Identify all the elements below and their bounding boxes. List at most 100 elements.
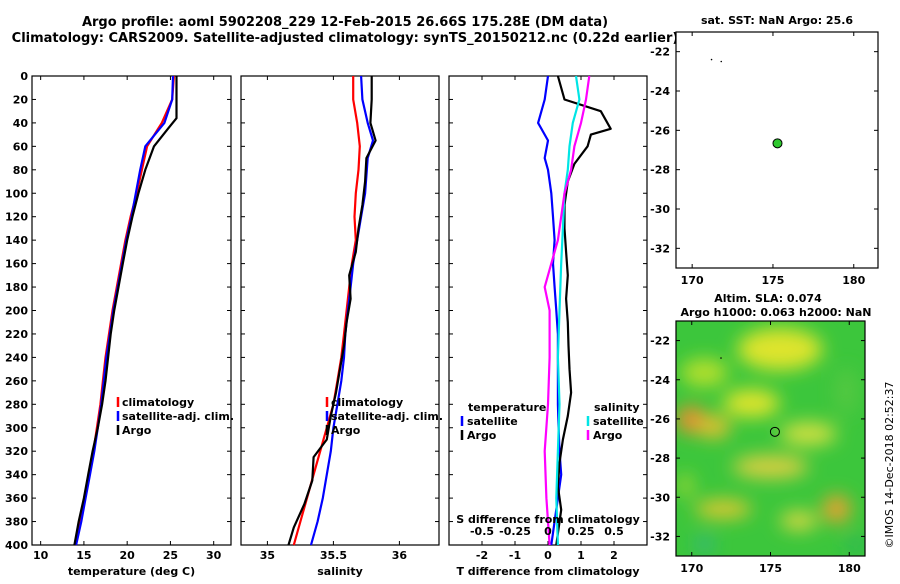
ytick-label: 20	[13, 93, 29, 106]
temperature-series-argo	[73, 76, 178, 546]
legend-temperature-item: satellite	[467, 415, 518, 428]
sla-blob	[846, 537, 865, 552]
legend-temperature-title: temperature	[468, 401, 546, 414]
ytick-label: 300	[5, 422, 28, 435]
sst-dot	[720, 60, 723, 63]
salinity-panel: 35 35.5 36 salinity climatologysatellite-adj…	[240, 75, 443, 578]
sla-field	[676, 321, 865, 556]
ytick-label: 80	[13, 164, 29, 177]
sla-blob	[680, 358, 728, 387]
ytick-label: 380	[5, 516, 28, 529]
temperature-legend-item: satellite-adj. clim.	[122, 410, 234, 423]
ytick-label: 40	[13, 117, 29, 130]
salinity-xtick-label: 36	[392, 549, 408, 562]
sst-map-ytick-label: -32	[650, 242, 670, 255]
sst-map-ytick-label: -30	[650, 203, 670, 216]
sla-blob	[723, 389, 780, 418]
sla-map-ytick-label: -24	[650, 374, 670, 387]
sla-blob	[779, 511, 818, 531]
s-xtick-label: 0	[544, 525, 552, 538]
sla-map-ytick-label: -22	[650, 335, 670, 348]
sla-dot	[720, 357, 722, 359]
differences-series-salinity-satellite	[555, 75, 581, 546]
sla-blob	[779, 422, 837, 446]
sla-map-argo-location	[769, 426, 780, 437]
salinity-legend-item: Argo	[331, 424, 361, 437]
sla-blob	[694, 499, 752, 519]
legend-salinity-title: salinity	[594, 401, 640, 414]
sla-map-ytick-label: -28	[650, 452, 670, 465]
sst-map-xtick-label: 180	[842, 274, 865, 287]
temperature-xtick-label: 15	[76, 549, 91, 562]
difference-panel: -2 -1 0 1 2 T difference from climatology -0.5…	[448, 75, 648, 578]
sst-map-ytick-label: -22	[650, 46, 670, 59]
salinity-series-climatology	[292, 76, 361, 546]
sst-map-argo-location	[772, 138, 783, 149]
ytick-label: 360	[5, 492, 28, 505]
sst-map-xtick-label: 170	[681, 274, 704, 287]
sla-blob	[822, 494, 851, 524]
temperature-legend-item: Argo	[122, 424, 152, 437]
differences-xlabel: T difference from climatology	[456, 565, 639, 578]
sla-map-ytick-label: -26	[650, 413, 670, 426]
title-line-2: Climatology: CARS2009. Satellite-adjuste…	[12, 31, 679, 46]
temperature-xtick-label: 10	[33, 549, 49, 562]
legend-temperature-item: Argo	[467, 429, 497, 442]
title-line-1: Argo profile: aoml 5902208_229 12-Feb-20…	[82, 15, 608, 30]
sla-map-ytick-label: -32	[650, 530, 670, 543]
s-xtick-label: -0.5	[470, 525, 494, 538]
s-xtick-label: 0.5	[604, 525, 624, 538]
ytick-label: 200	[5, 305, 28, 318]
salinity-legend-item: satellite-adj. clim.	[331, 410, 443, 423]
temperature-frame	[31, 75, 232, 546]
temperature-xtick-label: 30	[206, 549, 222, 562]
s-xlabel: S difference from climatology	[456, 513, 640, 526]
ytick-label: 60	[13, 140, 29, 153]
sst-map-title: sat. SST: NaN Argo: 25.6	[701, 14, 853, 27]
differences-xtick-label: -2	[476, 549, 488, 562]
sla-map-title: Altim. SLA: 0.074	[714, 292, 822, 305]
sst-map-panel: -22 -24 -26 -28 -30 -32 170 175 180 sat. SST: NaN…	[650, 14, 879, 287]
salinity-series-argo	[287, 76, 377, 546]
differences-xtick-label: 0	[544, 549, 552, 562]
differences-series-temperature-argo	[555, 75, 612, 546]
sla-map-ytick-label: -30	[650, 491, 670, 504]
differences-frame	[448, 75, 648, 546]
legend-salinity-item: Argo	[593, 429, 623, 442]
sst-map-frame	[675, 31, 879, 269]
salinity-xtick-label: 35	[260, 549, 275, 562]
salinity-xtick-label: 35.5	[320, 549, 347, 562]
salinity-legend-item: climatology	[331, 396, 403, 409]
ytick-label: 400	[5, 539, 28, 552]
sla-blob	[732, 454, 809, 479]
watermark: ©IMOS 14-Dec-2018 02:52:37	[883, 382, 896, 549]
sla-blob	[677, 473, 694, 498]
sst-map-ytick-label: -28	[650, 164, 670, 177]
legend-salinity-item: satellite	[593, 415, 644, 428]
sla-blob	[696, 415, 731, 439]
ytick-label: 340	[5, 469, 28, 482]
temperature-xtick-label: 25	[163, 549, 178, 562]
salinity-frame	[240, 75, 440, 546]
ytick-label: 0	[20, 70, 28, 83]
sla-map-xtick-label: 175	[759, 562, 782, 575]
sst-map-xtick-label: 175	[761, 274, 784, 287]
temperature-xlabel: temperature (deg C)	[68, 565, 195, 578]
ytick-label: 160	[5, 258, 28, 271]
temperature-panel: 0 20 40 60 80 100 120 140 160 180 200 220 240 260 280 3…	[5, 70, 234, 578]
differences-xtick-label: -1	[509, 549, 521, 562]
sla-map-title-2: Argo h1000: 0.063 h2000: NaN	[680, 306, 871, 319]
ytick-label: 220	[5, 328, 28, 341]
ytick-label: 320	[5, 445, 28, 458]
sst-map-bg	[676, 32, 878, 268]
sla-map-xtick-label: 170	[680, 562, 703, 575]
sla-map-panel: -22 -24 -26 -28 -30 -32 170 175 180 Altim. SLA: 0…	[650, 292, 871, 575]
differences-xtick-label: 1	[577, 549, 585, 562]
s-xtick-label: 0.25	[567, 525, 594, 538]
ytick-label: 240	[5, 351, 28, 364]
ytick-label: 100	[5, 187, 28, 200]
sla-blobs	[676, 328, 865, 552]
sla-map-xtick-label: 180	[838, 562, 861, 575]
ytick-label: 180	[5, 281, 28, 294]
ytick-label: 280	[5, 398, 28, 411]
